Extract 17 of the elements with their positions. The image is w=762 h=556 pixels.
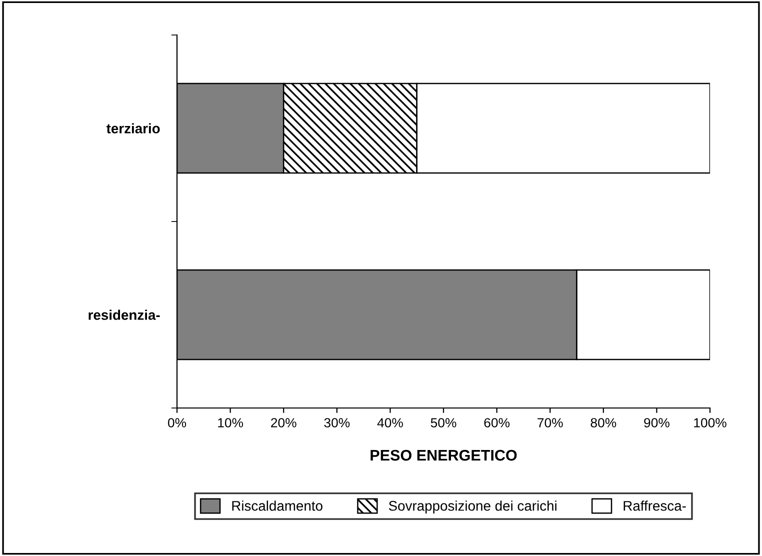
- x-tick-label: 90%: [644, 418, 670, 428]
- y-tick-label: terziario: [106, 123, 160, 134]
- x-tick-label: 50%: [430, 418, 456, 428]
- legend-label: Raffresca-: [624, 500, 686, 511]
- x-tick-label: 30%: [324, 418, 350, 428]
- x-axis-title: PESO ENERGETICO: [370, 450, 517, 461]
- x-tick-label: 70%: [538, 418, 563, 428]
- legend-label: Sovrapposizione dei carichi: [388, 500, 556, 514]
- x-tick-label: 10%: [218, 418, 244, 428]
- y-tick-label: residenzia-: [88, 310, 160, 320]
- x-tick-label: 100%: [694, 418, 726, 428]
- x-tick-label: 80%: [590, 418, 616, 428]
- x-tick-label: 20%: [271, 418, 296, 428]
- x-tick-label: 40%: [377, 418, 403, 428]
- x-tick-label: 0%: [168, 418, 186, 428]
- legend-label: Riscaldamento: [232, 500, 322, 511]
- x-tick-label: 60%: [484, 418, 510, 428]
